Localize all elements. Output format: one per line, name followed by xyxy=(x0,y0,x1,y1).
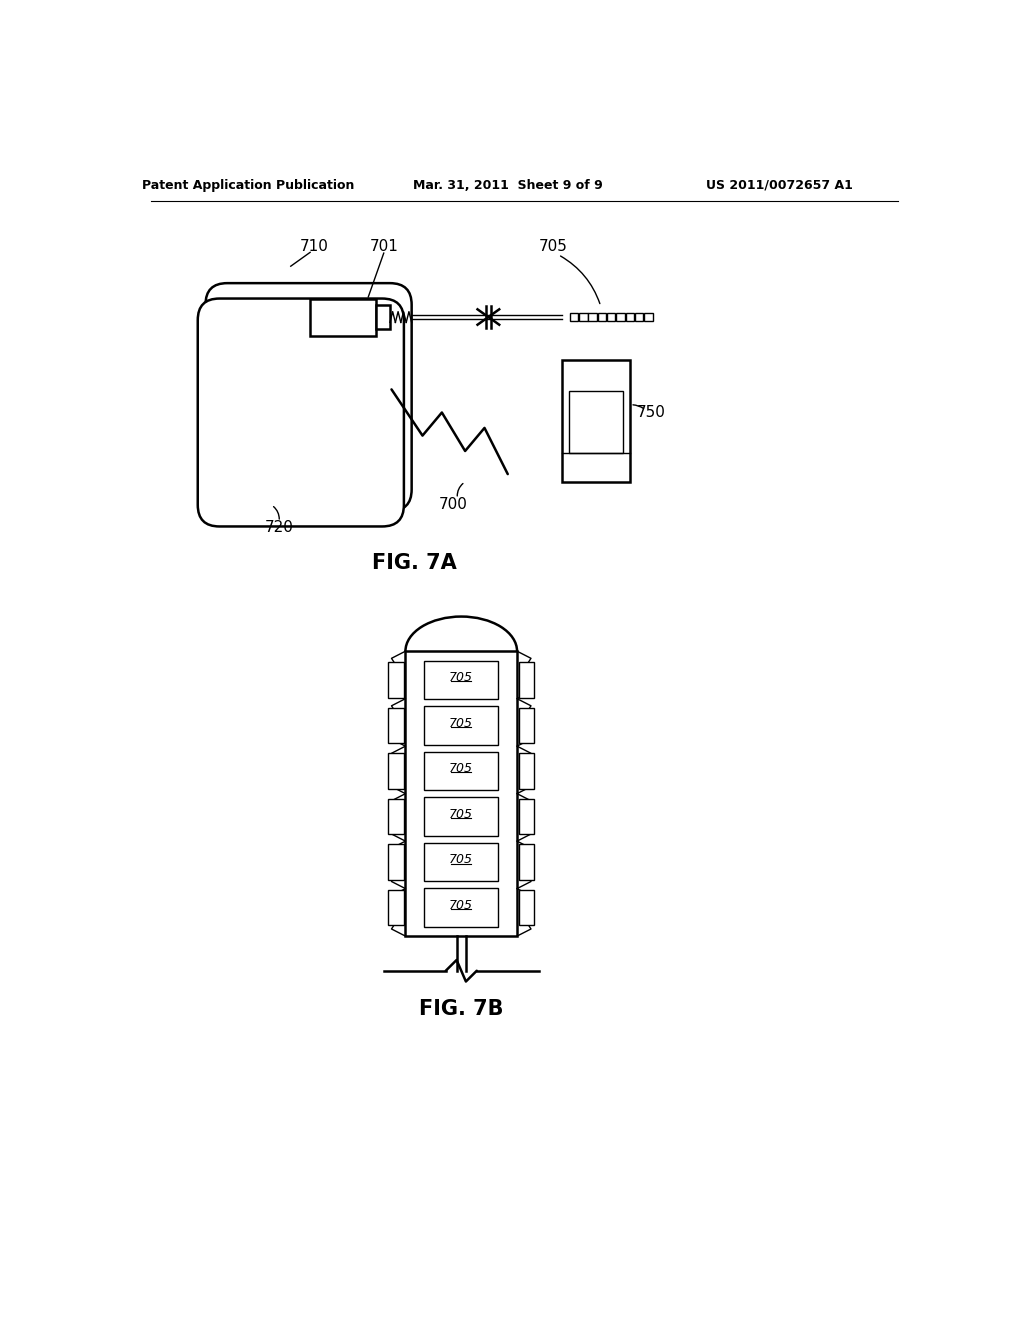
Text: 710: 710 xyxy=(300,239,329,255)
Bar xyxy=(376,305,390,330)
Text: Mar. 31, 2011  Sheet 9 of 9: Mar. 31, 2011 Sheet 9 of 9 xyxy=(413,178,603,191)
Bar xyxy=(518,754,535,788)
Text: 701: 701 xyxy=(370,239,398,255)
Text: 700: 700 xyxy=(439,498,468,512)
Bar xyxy=(518,708,535,743)
Bar xyxy=(569,391,624,453)
Bar xyxy=(388,754,403,788)
Bar xyxy=(424,888,499,927)
Text: 705: 705 xyxy=(450,899,473,912)
Bar xyxy=(388,845,403,879)
Text: FIG. 7A: FIG. 7A xyxy=(373,553,457,573)
Bar xyxy=(406,651,517,936)
FancyBboxPatch shape xyxy=(206,284,412,511)
Bar xyxy=(644,313,652,321)
Text: FIG. 7B: FIG. 7B xyxy=(419,999,504,1019)
Bar xyxy=(388,799,403,834)
Bar xyxy=(635,313,643,321)
Text: 750: 750 xyxy=(637,405,666,420)
Text: Patent Application Publication: Patent Application Publication xyxy=(142,178,354,191)
FancyBboxPatch shape xyxy=(198,298,403,527)
Bar xyxy=(589,313,597,321)
Bar xyxy=(424,842,499,882)
Text: US 2011/0072657 A1: US 2011/0072657 A1 xyxy=(706,178,852,191)
Bar xyxy=(626,313,634,321)
Text: 705: 705 xyxy=(539,239,567,255)
Bar xyxy=(424,660,499,700)
Text: 705: 705 xyxy=(450,671,473,684)
Bar xyxy=(424,706,499,744)
Text: 720: 720 xyxy=(264,520,294,536)
Bar xyxy=(518,890,535,925)
Text: 705: 705 xyxy=(450,853,473,866)
Bar xyxy=(518,845,535,879)
Bar xyxy=(388,663,403,697)
Bar xyxy=(310,298,376,335)
Bar xyxy=(569,313,579,321)
Bar xyxy=(616,313,625,321)
Bar xyxy=(598,313,606,321)
Bar xyxy=(424,797,499,836)
Bar xyxy=(579,313,588,321)
Text: 705: 705 xyxy=(450,717,473,730)
Bar xyxy=(518,799,535,834)
Bar xyxy=(388,890,403,925)
Bar xyxy=(518,663,535,697)
Bar xyxy=(607,313,615,321)
Bar xyxy=(388,708,403,743)
Text: 705: 705 xyxy=(450,762,473,775)
Bar xyxy=(562,360,630,482)
Bar xyxy=(424,751,499,791)
Text: 705: 705 xyxy=(450,808,473,821)
